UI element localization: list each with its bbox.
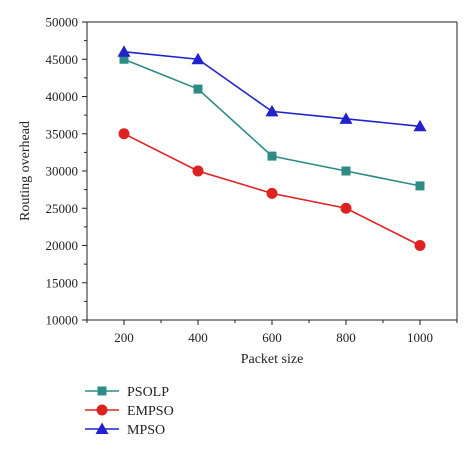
x-axis-title: Packet size (241, 352, 304, 367)
data-point-mpso (413, 119, 427, 132)
data-point-empso (192, 165, 204, 177)
legend-marker-mpso (95, 422, 109, 434)
y-tick-label: 45000 (46, 52, 79, 67)
x-tick-label: 600 (262, 330, 282, 345)
data-point-empso (340, 202, 352, 214)
y-tick-label: 50000 (46, 15, 79, 30)
data-point-empso (266, 187, 278, 199)
y-tick-label: 35000 (46, 126, 79, 141)
x-tick-label: 1000 (407, 330, 433, 345)
data-point-psolp (267, 151, 277, 161)
y-tick-label: 30000 (46, 164, 79, 179)
legend-item-mpso: MPSO (85, 422, 165, 438)
data-point-empso (118, 128, 130, 140)
data-point-mpso (339, 112, 353, 124)
y-axis-title: Routing overhead (18, 121, 33, 221)
y-tick-label: 25000 (46, 201, 79, 216)
legend: PSOLP EMPSO MPSO (85, 385, 174, 438)
y-tick-label: 15000 (46, 275, 79, 290)
series-mpso (117, 45, 427, 132)
data-point-psolp (193, 84, 203, 94)
x-tick-label: 200 (114, 330, 134, 345)
y-tick-label: 40000 (46, 89, 79, 104)
data-point-psolp (119, 54, 129, 64)
series (117, 45, 427, 251)
legend-item-empso: EMPSO (85, 404, 174, 419)
ticks: 10000 15000 20000 25000 30000 35000 40000 45000… (46, 15, 458, 345)
y-tick-label: 20000 (46, 238, 79, 253)
legend-label-empso: EMPSO (127, 404, 174, 419)
data-point-psolp (415, 181, 425, 191)
y-tick-label: 10000 (46, 313, 79, 328)
legend-marker-empso (96, 404, 108, 416)
data-point-psolp (341, 166, 351, 176)
data-point-empso (414, 240, 426, 251)
legend-item-psolp: PSOLP (85, 385, 169, 400)
legend-label-mpso: MPSO (127, 423, 165, 438)
series-psolp (119, 54, 425, 191)
legend-marker-psolp (97, 386, 107, 396)
legend-label-psolp: PSOLP (127, 385, 169, 400)
data-point-mpso (117, 45, 131, 57)
series-empso (118, 128, 426, 251)
data-point-mpso (191, 52, 205, 65)
x-tick-label: 400 (188, 330, 208, 345)
x-tick-label: 800 (336, 330, 356, 345)
data-point-mpso (265, 104, 279, 117)
